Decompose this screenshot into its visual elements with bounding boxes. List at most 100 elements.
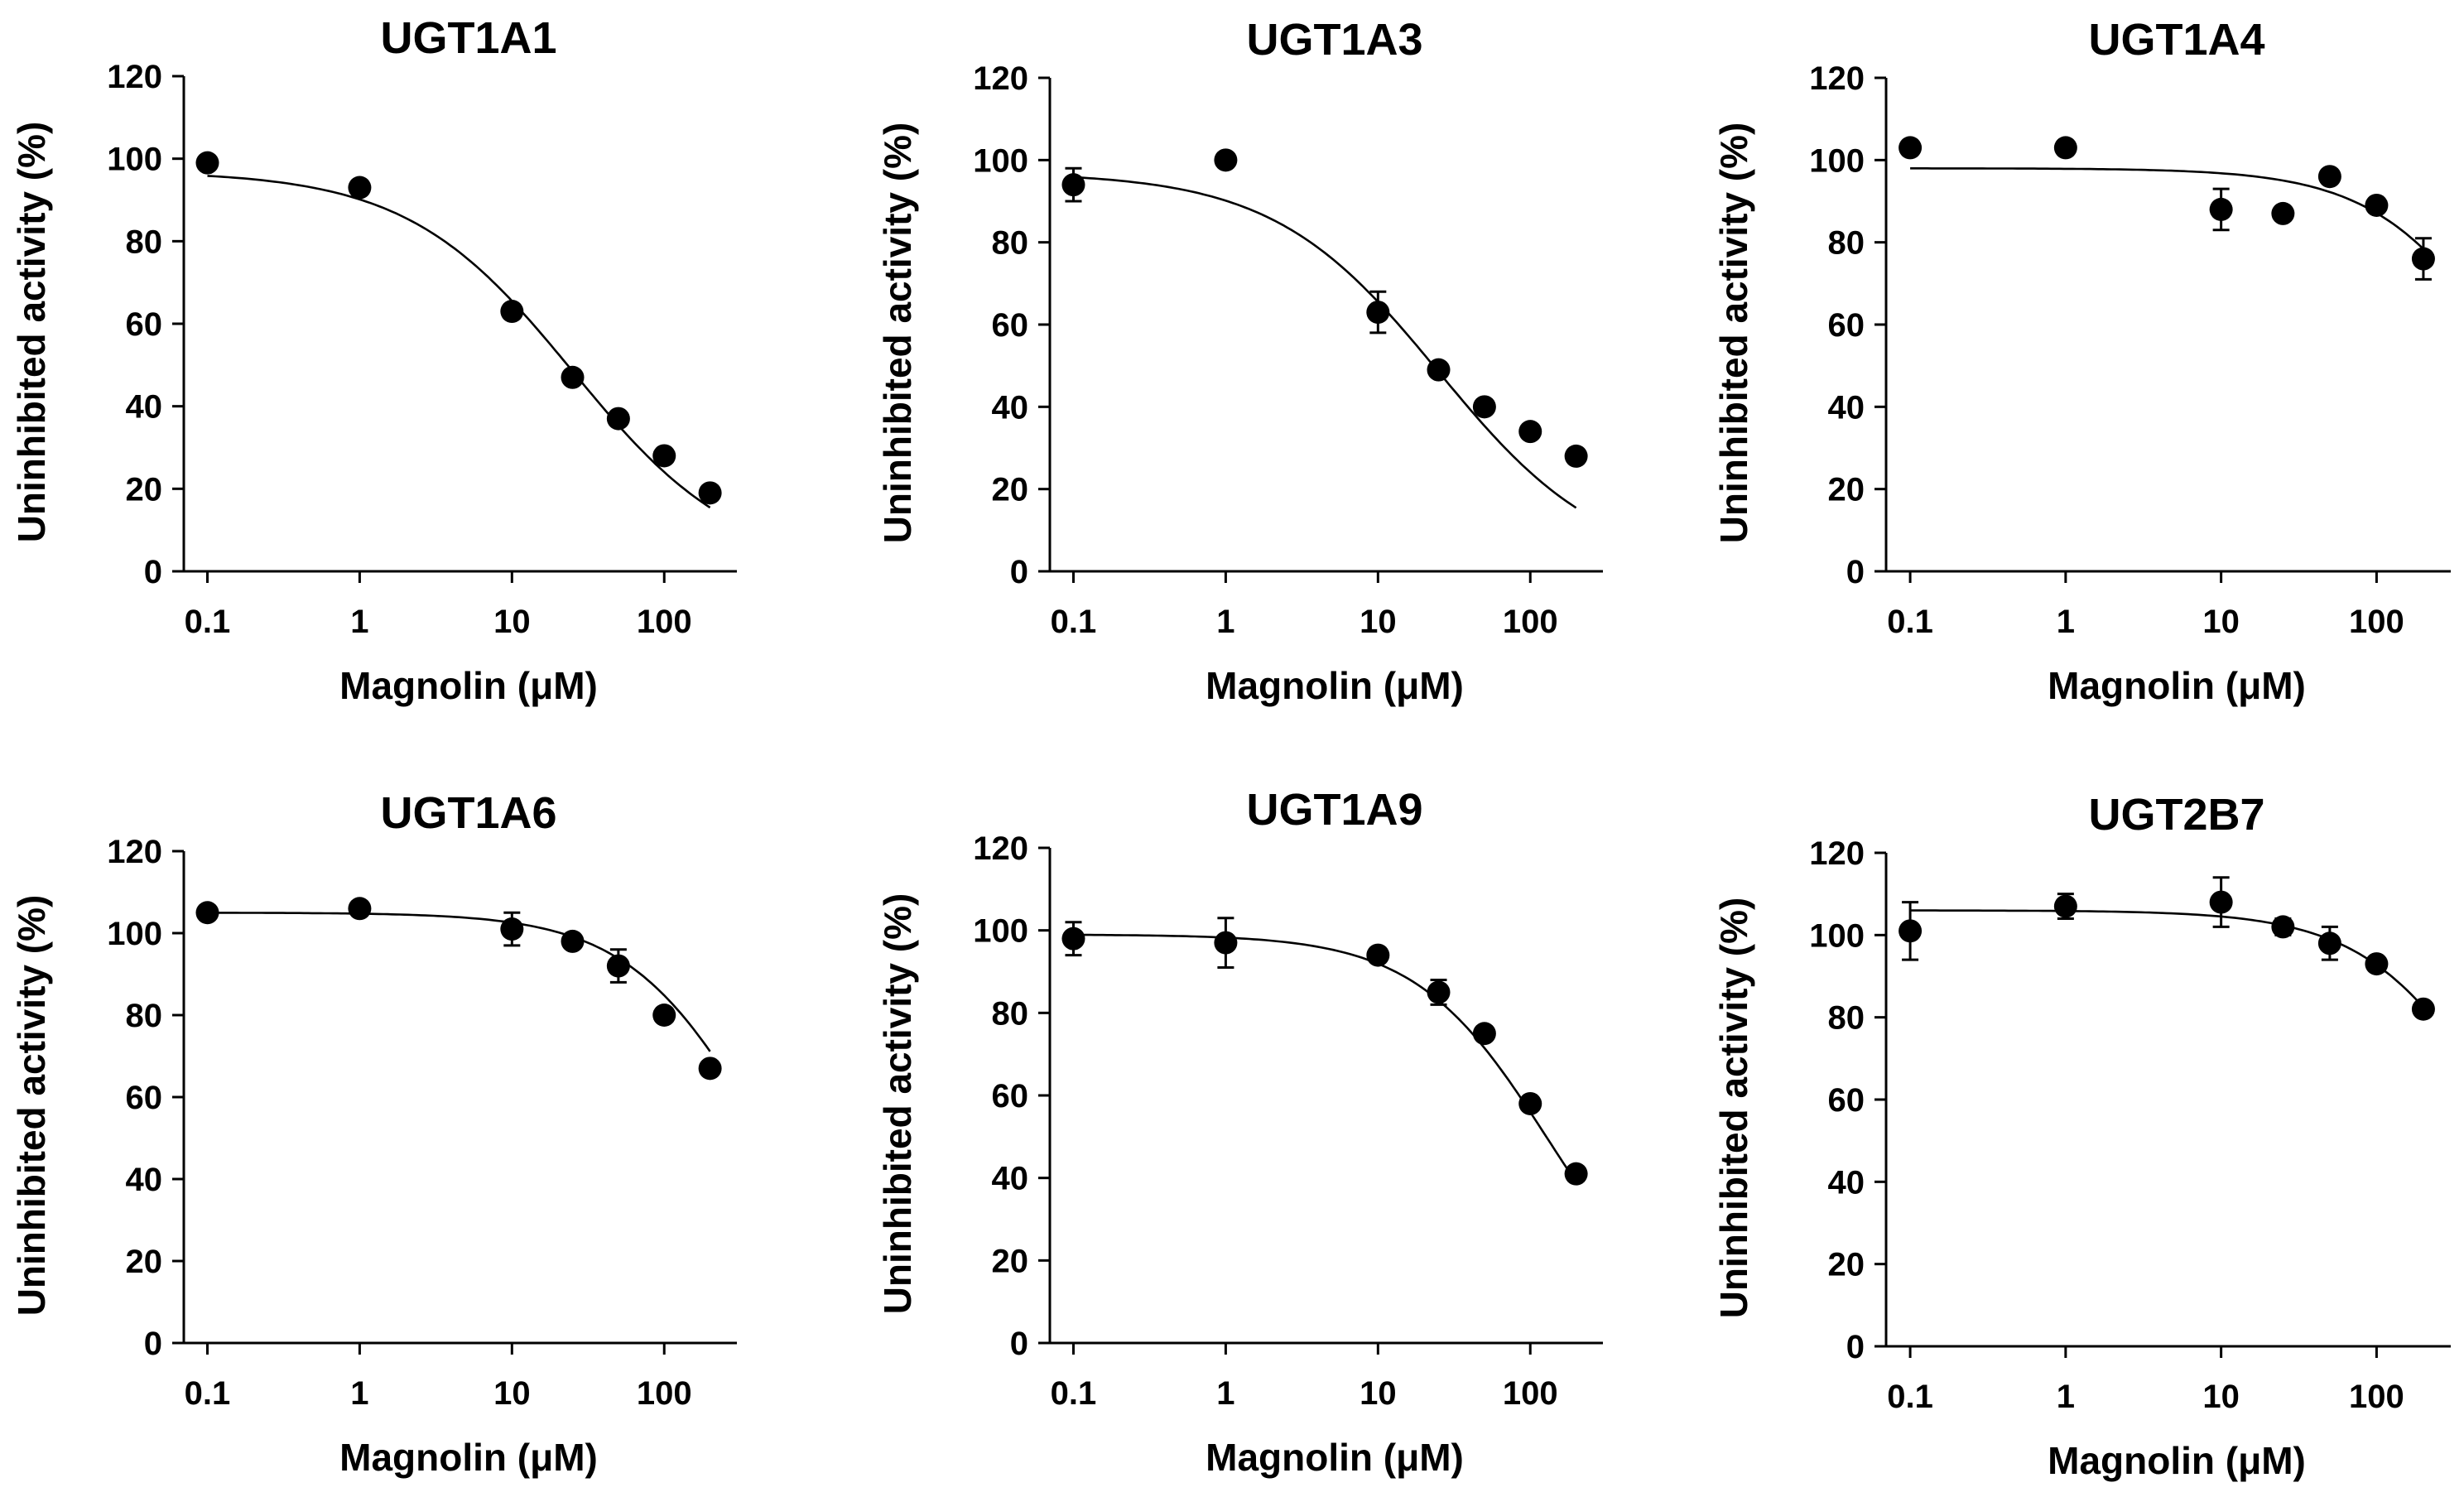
y-tick-label: 80 (992, 995, 1029, 1032)
chart-panel-ugt1a4: UGT1A4 0 20 40 60 80 100 120 0.1 1 10 100 Magnolin (… (1712, 15, 2451, 707)
y-axis-label: Uninhibited activity (%) (10, 895, 53, 1316)
data-point (195, 901, 219, 925)
y-axis-label: Uninhibited activity (%) (1712, 898, 1755, 1319)
x-tick-label: 100 (637, 604, 692, 640)
y-tick-label: 80 (126, 998, 163, 1034)
x-tick-label: 1 (350, 604, 368, 640)
panel-title: UGT1A3 (1246, 15, 1422, 65)
x-tick-label: 1 (2057, 604, 2075, 640)
x-tick-label: 10 (2202, 604, 2240, 640)
y-tick-label: 120 (973, 830, 1028, 867)
x-tick-label: 0.1 (1051, 1375, 1097, 1412)
x-tick-label: 10 (2202, 1379, 2240, 1415)
chart-panel-ugt1a6: UGT1A6 0 20 40 60 80 100 120 0.1 1 10 100 Magnolin (… (10, 788, 737, 1479)
chart-panel-ugt2b7: UGT2B7 0 20 40 60 80 100 120 0.1 1 10 100 Magnolin (… (1712, 790, 2451, 1482)
data-point (1564, 1162, 1588, 1186)
data-point (1366, 301, 1390, 325)
data-point (698, 1057, 722, 1081)
data-point (2209, 890, 2233, 914)
fit-curve (1910, 909, 2424, 1008)
x-axis-label: Magnolin (μM) (339, 1436, 598, 1479)
data-point (1564, 444, 1588, 468)
y-tick-label: 80 (1828, 225, 1865, 262)
x-tick-label: 1 (2057, 1379, 2075, 1415)
y-tick-label: 120 (1809, 835, 1865, 872)
data-point (1899, 919, 1923, 943)
data-point (606, 954, 630, 978)
data-point (652, 1004, 676, 1027)
x-tick-label: 100 (1503, 604, 1558, 640)
y-tick-label: 100 (973, 142, 1028, 179)
x-axis-label: Magnolin (μM) (339, 664, 598, 707)
data-point (606, 407, 630, 431)
data-point (2365, 952, 2389, 976)
x-tick-label: 10 (1360, 604, 1397, 640)
y-axis-label: Uninhibited activity (%) (876, 893, 919, 1315)
y-tick-label: 20 (1828, 472, 1865, 508)
y-tick-label: 100 (1809, 142, 1865, 179)
y-tick-label: 120 (107, 59, 162, 95)
y-tick-label: 20 (992, 472, 1029, 508)
data-point (2411, 997, 2435, 1021)
data-point (1518, 420, 1542, 444)
x-axis-label: Magnolin (μM) (2048, 1439, 2306, 1482)
y-tick-label: 60 (992, 1078, 1029, 1114)
y-tick-label: 80 (126, 224, 163, 260)
y-tick-label: 0 (144, 1326, 162, 1362)
data-point (195, 151, 219, 175)
y-axis-label: Uninhibited activity (%) (10, 122, 53, 543)
data-point (1061, 173, 1085, 197)
data-point (1472, 1022, 1496, 1046)
x-axis-label: Magnolin (μM) (2048, 664, 2306, 707)
fit-curve (207, 912, 711, 1052)
y-tick-label: 20 (992, 1243, 1029, 1279)
y-axis-label: Uninhibited activity (%) (1712, 123, 1755, 544)
fit-curve (1073, 176, 1577, 509)
fit-curve (207, 175, 711, 509)
y-tick-label: 40 (992, 389, 1029, 426)
y-tick-label: 0 (1846, 554, 1865, 590)
y-tick-label: 20 (126, 471, 163, 508)
x-tick-label: 100 (2349, 604, 2404, 640)
x-tick-label: 100 (637, 1375, 692, 1412)
data-point (500, 300, 524, 324)
y-tick-label: 80 (992, 225, 1029, 262)
y-tick-label: 60 (126, 306, 163, 343)
data-point (348, 176, 372, 200)
data-point (1061, 927, 1085, 951)
y-tick-label: 40 (992, 1161, 1029, 1197)
panel-title: UGT1A4 (2088, 15, 2264, 65)
data-point (2317, 165, 2341, 189)
x-tick-label: 10 (1360, 1375, 1397, 1412)
data-point (561, 929, 585, 953)
data-point (698, 481, 722, 505)
y-axis-label: Uninhibited activity (%) (876, 123, 919, 544)
y-tick-label: 120 (973, 60, 1028, 97)
data-point (2271, 915, 2295, 939)
data-point (1427, 980, 1451, 1004)
y-tick-label: 60 (992, 307, 1029, 344)
y-tick-label: 20 (126, 1244, 163, 1280)
y-tick-label: 40 (1828, 389, 1865, 426)
x-tick-label: 10 (493, 1375, 531, 1412)
data-point (2365, 193, 2389, 217)
y-tick-label: 100 (107, 916, 162, 952)
x-axis-label: Magnolin (μM) (1206, 1436, 1464, 1479)
chart-panel-ugt1a1: UGT1A1 0 20 40 60 80 100 120 0.1 1 10 100 Magnolin (… (10, 13, 737, 707)
data-point (1427, 358, 1451, 382)
x-tick-label: 1 (1216, 1375, 1234, 1412)
y-tick-label: 80 (1828, 1000, 1865, 1037)
panel-title: UGT1A1 (380, 13, 556, 63)
data-point (561, 365, 585, 389)
y-tick-label: 40 (126, 1162, 163, 1198)
data-point (500, 917, 524, 941)
y-tick-label: 60 (1828, 307, 1865, 344)
chart-panel-ugt1a3: UGT1A3 0 20 40 60 80 100 120 0.1 1 10 100 Magnolin (… (876, 15, 1603, 707)
fit-curve (1073, 933, 1577, 1183)
data-point (2209, 197, 2233, 221)
y-tick-label: 0 (1846, 1329, 1865, 1365)
data-point (2271, 201, 2295, 225)
panel-title: UGT1A6 (380, 788, 556, 838)
panel-title: UGT2B7 (2088, 790, 2264, 840)
